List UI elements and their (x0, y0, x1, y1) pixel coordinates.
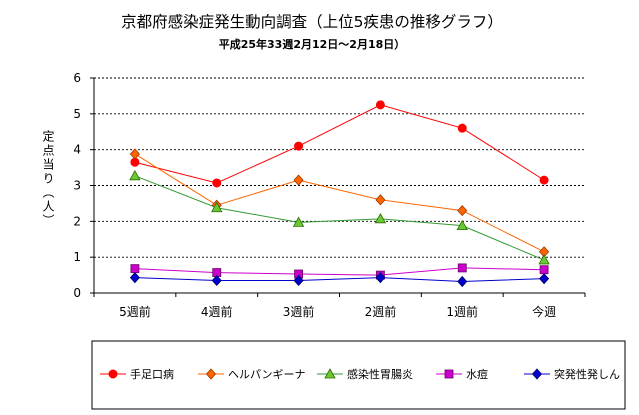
data-point (539, 265, 549, 275)
x-tick-label: 5週前 (119, 304, 151, 319)
series-line (134, 277, 545, 283)
data-point (293, 274, 304, 287)
y-tick-label: 1 (73, 250, 81, 264)
data-point (292, 216, 305, 227)
chart-title: 京都府感染症発生動向調査（上位5疾患の推移グラフ） (121, 13, 503, 31)
legend-marker (205, 368, 217, 380)
data-point (129, 148, 140, 160)
data-point (130, 264, 140, 274)
data-point (457, 275, 468, 288)
plot-area: 0 1 2 3 4 5 6 5週前 4週前 3週前 2週前 1週前 今週 (73, 71, 586, 319)
x-tick-label: 今週 (532, 304, 556, 319)
y-tick-label: 6 (73, 71, 81, 85)
data-point (129, 271, 140, 284)
data-point (375, 100, 385, 110)
legend-label: ヘルパンギーナ (228, 368, 306, 381)
data-point (375, 194, 386, 206)
series-line (134, 175, 545, 261)
data-point (375, 271, 386, 284)
data-point (457, 204, 468, 217)
legend-marker (444, 369, 454, 379)
data-point (457, 123, 467, 133)
data-point (539, 175, 549, 185)
legend: 手足口病 ヘルパンギーナ 感染性胃腸炎 水痘 突発性発しん (91, 340, 626, 410)
legend-marker (324, 368, 336, 379)
legend-marker (108, 369, 118, 379)
data-point (538, 254, 550, 265)
data-point (294, 141, 304, 151)
x-tick-label: 3週前 (283, 304, 315, 319)
y-tick-label: 3 (73, 179, 81, 193)
data-point (374, 213, 387, 224)
legend-label: 突発性発しん (554, 367, 620, 381)
x-tick-label: 1週前 (446, 304, 478, 319)
x-tick-label: 4週前 (201, 304, 233, 319)
y-tick-label: 2 (73, 214, 81, 228)
data-point (211, 274, 222, 287)
data-point (539, 273, 550, 285)
series-line (134, 267, 545, 276)
data-point (211, 201, 223, 213)
data-point (129, 170, 141, 181)
data-point (212, 178, 222, 188)
legend-label: 手足口病 (130, 367, 174, 381)
legend-marker (531, 368, 543, 380)
legend-label: 感染性胃腸炎 (347, 367, 413, 381)
legend-label: 水痘 (466, 367, 488, 381)
y-axis-label: 定点当り（人） (41, 129, 55, 228)
data-point (457, 263, 467, 273)
data-point (456, 219, 468, 231)
x-tick-label: 2週前 (365, 304, 397, 319)
chart-subtitle: 平成25年33週2月12日～2月18日） (219, 37, 406, 51)
y-tick-label: 4 (73, 143, 81, 157)
y-tick-label: 0 (73, 286, 81, 300)
series-line (134, 104, 545, 184)
series-line (134, 153, 545, 253)
y-tick-label: 5 (73, 107, 81, 121)
data-point (293, 174, 304, 186)
